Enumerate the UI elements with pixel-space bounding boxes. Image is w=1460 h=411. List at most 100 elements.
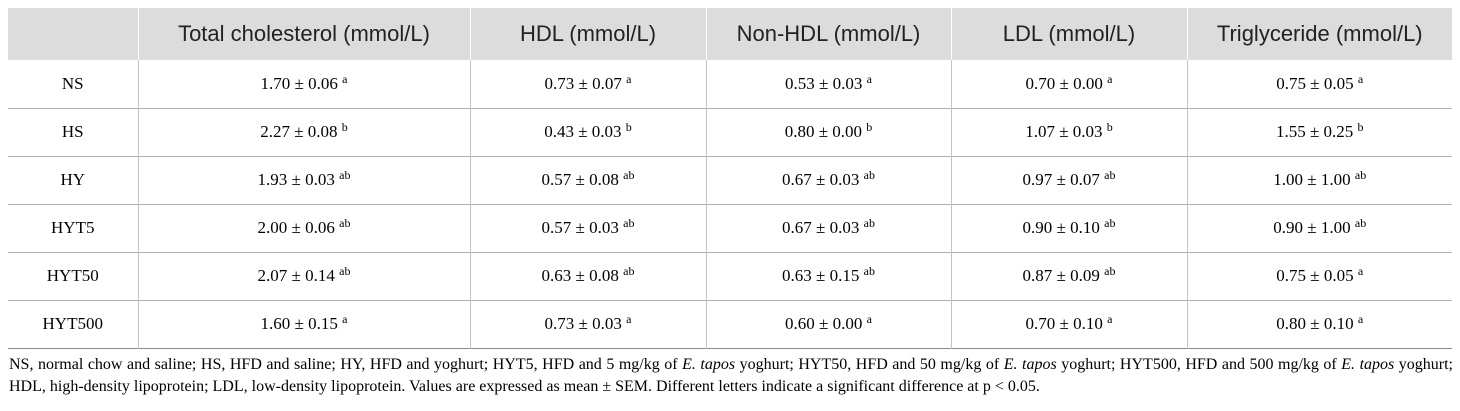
- significance-letter: ab: [339, 216, 351, 230]
- species-name: E. tapos: [682, 355, 736, 373]
- table-cell: 1.70 ± 0.06 a: [137, 60, 470, 108]
- cell-value: 1.70 ± 0.06: [260, 73, 338, 93]
- header-non-hdl: Non-HDL (mmol/L): [705, 8, 951, 60]
- header-row: Total cholesterol (mmol/L) HDL (mmol/L) …: [8, 8, 1452, 60]
- significance-letter: b: [866, 120, 873, 134]
- table-row: HYT50 2.07 ± 0.14 ab 0.63 ± 0.08 ab 0.63 ± …: [8, 252, 1452, 300]
- table-cell: 2.00 ± 0.06 ab: [137, 204, 470, 252]
- table-figure: Total cholesterol (mmol/L) HDL (mmol/L) …: [8, 8, 1453, 398]
- table-cell: 0.80 ± 0.10 a: [1186, 300, 1452, 348]
- table-cell: 0.53 ± 0.03 a: [705, 60, 951, 108]
- cell-value: 0.70 ± 0.10: [1025, 314, 1103, 333]
- table-row: HS 2.27 ± 0.08 b 0.43 ± 0.03 b 0.80 ± 0.00 …: [8, 108, 1452, 156]
- header-total-cholesterol: Total cholesterol (mmol/L): [137, 8, 470, 60]
- table-cell: 1.93 ± 0.03 ab: [137, 156, 470, 204]
- cell-value: 0.90 ± 0.10: [1022, 218, 1100, 237]
- cell-value: 0.80 ± 0.00: [784, 122, 863, 141]
- cell-value: 0.70 ± 0.00: [1025, 73, 1103, 93]
- cell-value: 1.00 ± 1.00: [1273, 170, 1351, 189]
- cell-value: 2.07 ± 0.14: [257, 266, 335, 285]
- table-cell: 0.75 ± 0.05 a: [1186, 252, 1452, 300]
- table-row: HY 1.93 ± 0.03 ab 0.57 ± 0.08 ab 0.67 ± 0.0…: [8, 156, 1452, 204]
- significance-letter: a: [626, 312, 632, 326]
- significance-letter: b: [1106, 120, 1113, 134]
- header-group: [8, 8, 138, 60]
- cell-value: 0.90 ± 1.00: [1273, 218, 1351, 237]
- significance-letter: b: [1357, 120, 1364, 134]
- significance-letter: ab: [863, 216, 875, 230]
- significance-letter: a: [626, 71, 632, 86]
- significance-letter: ab: [623, 168, 635, 182]
- significance-letter: ab: [623, 264, 635, 278]
- table-cell: 0.90 ± 1.00 ab: [1186, 204, 1452, 252]
- row-group-label: HYT50: [46, 266, 99, 285]
- table-cell: 0.73 ± 0.07 a: [469, 60, 706, 108]
- table-cell: 0.43 ± 0.03 b: [469, 108, 706, 156]
- significance-letter: a: [866, 312, 872, 326]
- significance-letter: a: [1107, 71, 1113, 86]
- header-hdl: HDL (mmol/L): [469, 8, 706, 60]
- header-ldl: LDL (mmol/L): [950, 8, 1187, 60]
- significance-letter: ab: [1104, 216, 1116, 230]
- table-cell: 0.67 ± 0.03 ab: [705, 156, 951, 204]
- significance-letter: a: [1107, 312, 1113, 326]
- cell-value: 0.73 ± 0.03: [544, 314, 622, 333]
- significance-letter: a: [1357, 264, 1364, 278]
- table-header: Total cholesterol (mmol/L) HDL (mmol/L) …: [8, 8, 1452, 60]
- lipid-profile-table: Total cholesterol (mmol/L) HDL (mmol/L) …: [8, 8, 1452, 349]
- species-name: E. tapos: [1003, 355, 1057, 373]
- table-cell: 2.07 ± 0.14 ab: [137, 252, 470, 300]
- cell-value: 0.53 ± 0.03: [785, 73, 863, 93]
- cell-value: 0.87 ± 0.09: [1022, 266, 1100, 285]
- footnote-text: NS, normal chow and saline; HS, HFD and …: [9, 355, 683, 373]
- table-cell: 0.57 ± 0.03 ab: [469, 204, 706, 252]
- cell-value: 0.97 ± 0.07: [1022, 170, 1100, 189]
- cell-value: 0.67 ± 0.03: [782, 218, 860, 237]
- table-cell: 0.57 ± 0.08 ab: [469, 156, 706, 204]
- significance-letter: a: [1357, 71, 1364, 86]
- significance-letter: ab: [863, 168, 875, 182]
- table-cell: 0.97 ± 0.07 ab: [950, 156, 1187, 204]
- cell-value: 0.57 ± 0.08: [541, 170, 619, 189]
- table-cell: 1.60 ± 0.15 a: [137, 300, 470, 348]
- table-cell: 0.87 ± 0.09 ab: [950, 252, 1187, 300]
- significance-letter: ab: [863, 264, 875, 278]
- header-triglyceride: Triglyceride (mmol/L): [1186, 8, 1452, 60]
- cell-value: 0.80 ± 0.10: [1276, 314, 1354, 333]
- table-cell: 0.60 ± 0.00 a: [705, 300, 951, 348]
- table-cell: 0.73 ± 0.03 a: [469, 300, 706, 348]
- footnote-text: yoghurt; HYT500, HFD and 500 mg/kg of: [1056, 355, 1342, 373]
- table-cell: 0.90 ± 0.10 ab: [950, 204, 1187, 252]
- cell-value: 0.63 ± 0.08: [541, 266, 619, 285]
- table-cell: 2.27 ± 0.08 b: [137, 108, 470, 156]
- row-group-label: HS: [61, 122, 84, 141]
- cell-value: 0.67 ± 0.03: [782, 170, 860, 189]
- significance-letter: ab: [1104, 264, 1116, 278]
- cell-value: 2.00 ± 0.06: [257, 218, 335, 237]
- table-footnote: NS, normal chow and saline; HS, HFD and …: [8, 354, 1453, 398]
- table-cell: 0.63 ± 0.08 ab: [469, 252, 706, 300]
- table-cell: 0.67 ± 0.03 ab: [705, 204, 951, 252]
- significance-letter: a: [342, 312, 348, 326]
- cell-value: 1.60 ± 0.15: [260, 314, 338, 333]
- cell-value: 1.93 ± 0.03: [257, 170, 335, 189]
- cell-value: 2.27 ± 0.08: [260, 122, 338, 141]
- significance-letter: b: [625, 120, 632, 134]
- significance-letter: ab: [339, 264, 351, 278]
- significance-letter: ab: [1354, 168, 1367, 182]
- cell-value: 0.63 ± 0.15: [782, 266, 860, 285]
- significance-letter: a: [866, 71, 872, 86]
- significance-letter: ab: [1104, 168, 1116, 182]
- significance-letter: ab: [1354, 216, 1367, 230]
- table-cell: 1.07 ± 0.03 b: [950, 108, 1187, 156]
- species-name: E. tapos: [1341, 355, 1395, 373]
- cell-value: 0.57 ± 0.03: [541, 218, 619, 237]
- cell-value: 0.60 ± 0.00: [785, 314, 863, 333]
- significance-letter: a: [342, 71, 348, 86]
- cell-value: 0.43 ± 0.03: [544, 122, 622, 141]
- table-cell: 0.75 ± 0.05 a: [1186, 60, 1452, 108]
- table-cell: 0.80 ± 0.00 b: [705, 108, 951, 156]
- table-cell: 0.70 ± 0.00 a: [950, 60, 1187, 108]
- row-group-label: HY: [60, 170, 86, 189]
- cell-value: 0.75 ± 0.05: [1276, 73, 1354, 93]
